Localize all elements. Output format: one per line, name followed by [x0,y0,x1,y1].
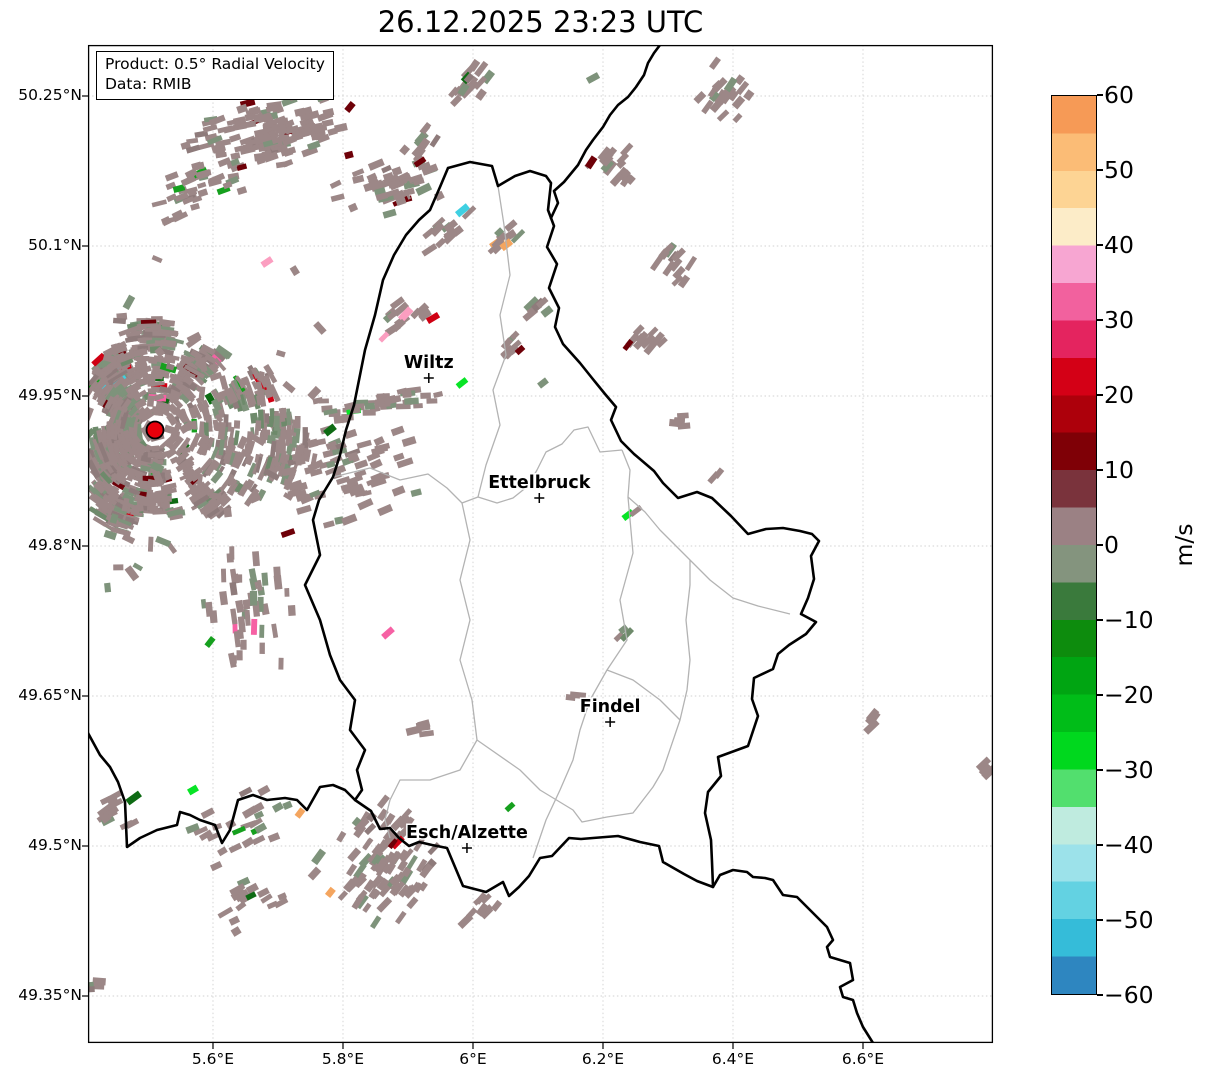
y-tick-label: 49.65°N [18,686,82,704]
city-label: Wiltz [404,353,454,373]
colorbar-tick [1097,844,1103,846]
city-marker [534,493,545,503]
colorbar-tick [1097,694,1103,696]
y-tick-label: 49.8°N [28,536,82,554]
city-labels: Wiltz Ettelbruck Findel Esch/Alzette [402,352,642,853]
colorbar-tick-label: 40 [1104,230,1134,259]
x-tick-label: 6.4°E [711,1050,755,1068]
colorbar-tick [1097,319,1103,321]
x-tick-label: 5.8°E [321,1050,365,1068]
y-tick-label: 49.5°N [28,836,82,854]
country-borders [88,45,875,1043]
x-tick-label: 6.6°E [841,1050,885,1068]
colorbar-tick-label: 60 [1104,80,1134,109]
colorbar-tick [1097,394,1103,396]
y-tick-label: 50.1°N [28,236,82,254]
colorbar-tick [1097,469,1103,471]
colorbar-tick-label: −20 [1104,680,1154,709]
grid-lines [88,45,993,1043]
colorbar-tick [1097,919,1103,921]
y-tick-label: 50.25°N [18,86,82,104]
colorbar-unit-label: m/s [1170,523,1198,567]
x-tick-label: 5.6°E [191,1050,235,1068]
radar-site-marker [145,420,165,440]
city-marker [423,373,434,383]
x-tick-label: 6.2°E [581,1050,625,1068]
colorbar-tick-label: −10 [1104,605,1154,634]
city-marker [461,843,472,853]
city-label: Ettelbruck [488,473,591,493]
y-tick-label: 49.95°N [18,386,82,404]
colorbar-tick [1097,244,1103,246]
city-marker [605,717,616,727]
colorbar-tick-label: 30 [1104,305,1134,334]
y-tick-label: 49.35°N [18,986,82,1004]
colorbar-tick-label: −40 [1104,830,1154,859]
colorbar-tick [1097,169,1103,171]
colorbar-tick [1097,544,1103,546]
colorbar-tick-label: −30 [1104,755,1154,784]
page-title: 26.12.2025 23:23 UTC [377,5,704,39]
plot-frame [87,44,994,1044]
product-line: Product: 0.5° Radial Velocity [105,55,325,73]
colorbar-tick-label: 20 [1104,380,1134,409]
colorbar-tick [1097,94,1103,96]
city-label: Esch/Alzette [406,823,528,843]
colorbar-tick [1097,769,1103,771]
colorbar-tick-label: 50 [1104,155,1134,184]
product-info-box: Product: 0.5° Radial Velocity Data: RMIB [96,51,334,100]
data-source-line: Data: RMIB [105,75,192,94]
colorbar-tick-label: 0 [1104,530,1119,559]
colorbar-tick [1097,619,1103,621]
colorbar-tick [1097,994,1103,996]
city-label: Findel [580,697,641,717]
map-plot: Wiltz Ettelbruck Findel Esch/Alzette [82,44,994,1049]
colorbar-tick-label: −60 [1104,980,1154,1009]
radar-clutter [88,56,993,993]
colorbar-tick-label: 10 [1104,455,1134,484]
region-borders [332,185,791,859]
colorbar-tick-label: −50 [1104,905,1154,934]
colorbar [1051,95,1097,995]
x-tick-label: 6°E [459,1050,487,1068]
